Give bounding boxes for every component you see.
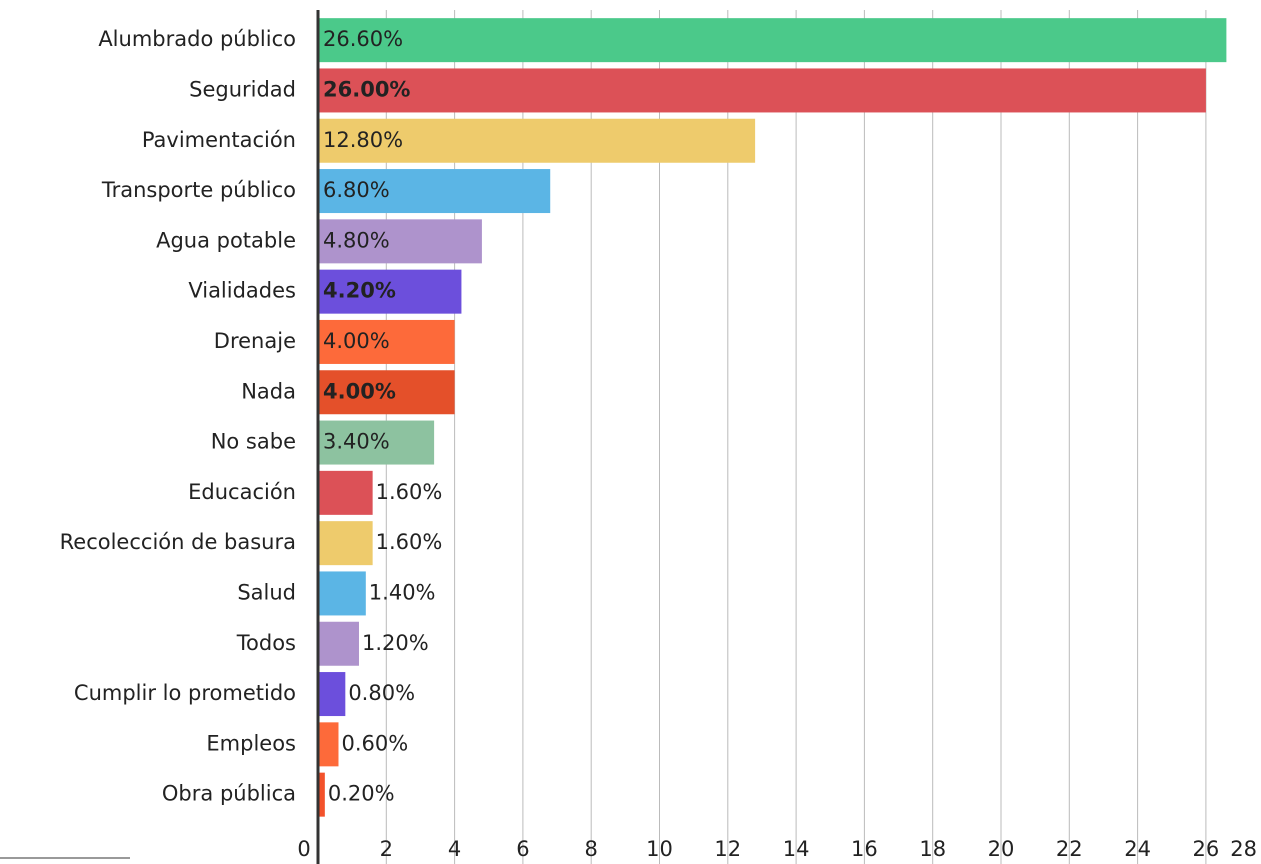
category-label: Cumplir lo prometido bbox=[74, 681, 296, 705]
x-tick-label: 14 bbox=[783, 837, 810, 861]
category-label: Vialidades bbox=[188, 279, 296, 303]
value-label: 1.60% bbox=[376, 480, 443, 504]
bar bbox=[318, 319, 455, 364]
value-label: 26.00% bbox=[323, 77, 410, 101]
value-label: 0.60% bbox=[341, 731, 408, 755]
bar bbox=[318, 68, 1206, 113]
bar bbox=[318, 269, 462, 314]
bar bbox=[318, 521, 373, 566]
value-label: 0.20% bbox=[328, 782, 395, 806]
value-label: 4.80% bbox=[323, 228, 390, 252]
x-tick-label: 0 bbox=[297, 837, 310, 861]
x-tick-label: 4 bbox=[448, 837, 461, 861]
category-label: No sabe bbox=[211, 430, 296, 454]
bar bbox=[318, 672, 346, 717]
value-label: 0.80% bbox=[348, 681, 415, 705]
value-label: 4.20% bbox=[323, 279, 396, 303]
category-label: Obra pública bbox=[162, 782, 296, 806]
x-tick-label: 8 bbox=[585, 837, 598, 861]
x-tick-label: 24 bbox=[1124, 837, 1151, 861]
category-label: Seguridad bbox=[189, 77, 296, 101]
value-label: 12.80% bbox=[323, 128, 403, 152]
category-label: Empleos bbox=[206, 731, 296, 755]
bar bbox=[318, 722, 339, 767]
category-label: Recolección de basura bbox=[60, 530, 296, 554]
x-tick-label: 20 bbox=[988, 837, 1015, 861]
category-label: Drenaje bbox=[214, 329, 296, 353]
x-tick-label: 6 bbox=[516, 837, 529, 861]
value-label: 4.00% bbox=[323, 379, 396, 403]
category-label: Alumbrado público bbox=[98, 27, 296, 51]
bar bbox=[318, 621, 359, 666]
x-tick-label: 22 bbox=[1056, 837, 1083, 861]
value-label: 6.80% bbox=[323, 178, 390, 202]
category-label: Agua potable bbox=[156, 228, 296, 252]
value-label: 1.60% bbox=[376, 530, 443, 554]
bar bbox=[318, 420, 435, 465]
bar bbox=[318, 470, 373, 515]
x-tick-label: 28 bbox=[1230, 837, 1257, 861]
category-label: Pavimentación bbox=[142, 128, 296, 152]
value-label: 3.40% bbox=[323, 430, 390, 454]
category-label: Nada bbox=[241, 379, 296, 403]
bar bbox=[318, 370, 455, 415]
category-label: Salud bbox=[237, 580, 296, 604]
value-label: 1.40% bbox=[369, 580, 436, 604]
x-tick-label: 12 bbox=[714, 837, 741, 861]
category-label: Transporte público bbox=[101, 178, 296, 202]
value-label: 1.20% bbox=[362, 631, 429, 655]
value-label: 26.60% bbox=[323, 27, 403, 51]
category-label: Todos bbox=[236, 631, 296, 655]
bar bbox=[318, 219, 482, 264]
bar bbox=[318, 18, 1227, 63]
x-tick-label: 26 bbox=[1193, 837, 1220, 861]
value-label: 4.00% bbox=[323, 329, 390, 353]
category-label: Educación bbox=[188, 480, 296, 504]
x-tick-label: 16 bbox=[851, 837, 878, 861]
bar bbox=[318, 571, 366, 616]
x-tick-label: 2 bbox=[380, 837, 393, 861]
bar bbox=[318, 169, 551, 214]
bar bbox=[318, 772, 325, 817]
bar bbox=[318, 118, 756, 163]
x-tick-label: 18 bbox=[919, 837, 946, 861]
x-tick-label: 10 bbox=[646, 837, 673, 861]
